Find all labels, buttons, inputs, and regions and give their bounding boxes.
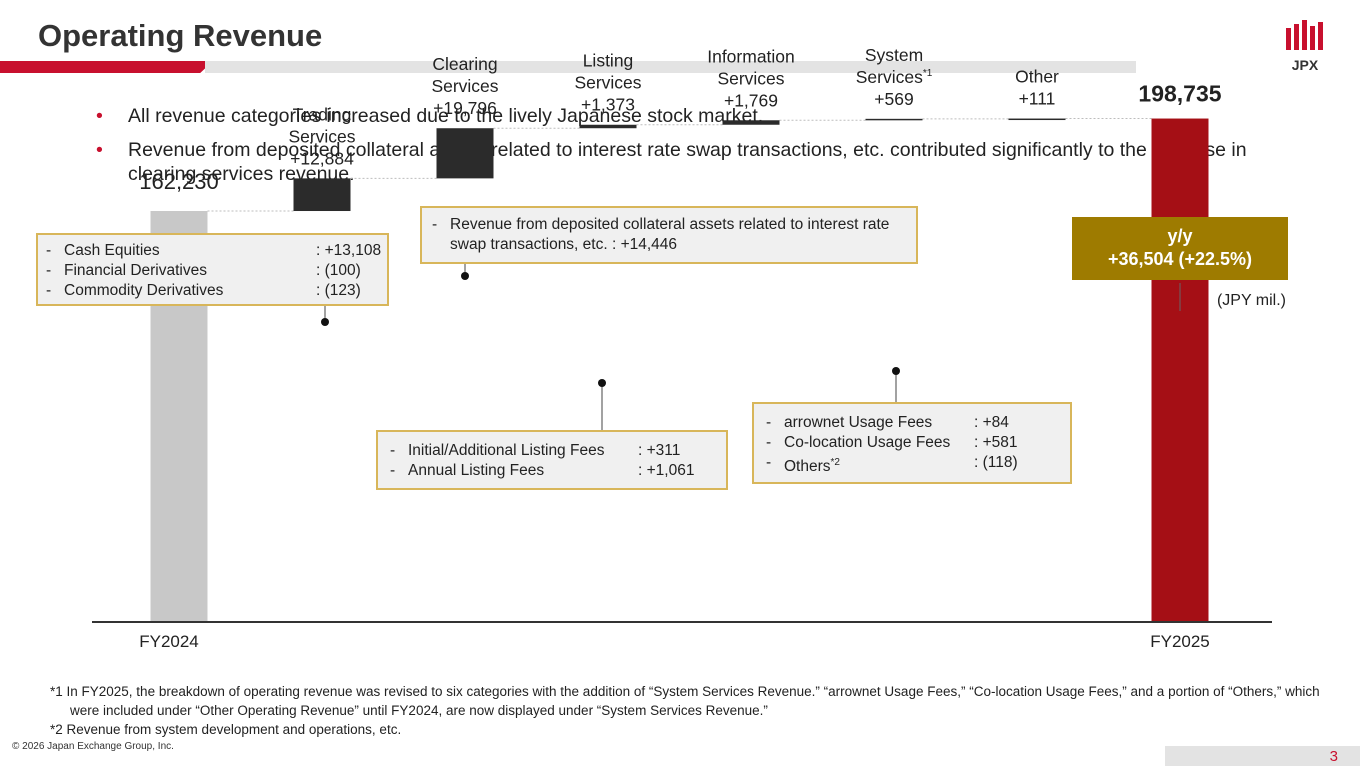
x-tick-label-fy2024: FY2024 (139, 632, 199, 651)
step-category-label: Trading (293, 104, 352, 124)
breakdown-label: Annual Listing Fees (408, 462, 545, 479)
breakdown-label: Others*2 (784, 453, 974, 477)
bar-step (865, 118, 923, 121)
callout-dot-icon (892, 367, 900, 375)
breakdown-label: Co-location Usage Fees (784, 434, 951, 451)
dash: - (46, 242, 52, 259)
breakdown-value: : (118) (974, 454, 1018, 471)
breakdown-label: Cash Equities (64, 242, 160, 259)
breakdown-value: : (100) (316, 262, 361, 279)
step-category-label: Clearing (432, 54, 497, 74)
dash: - (766, 414, 772, 431)
breakdown-label: Initial/Additional Listing Fees (408, 442, 605, 459)
jpx-logo-icon: JPX (1286, 20, 1323, 73)
bullet-text: All revenue categories increased due to … (128, 105, 764, 127)
breakdown-row: - Co-location Usage Fees : +581 (766, 433, 1070, 453)
breakdown-text: Revenue from deposited collateral assets… (450, 216, 890, 253)
bullet-dot-icon: • (96, 105, 103, 127)
breakdown-row: - Initial/Additional Listing Fees : +311 (390, 441, 726, 461)
clearing-breakdown-box: - Revenue from deposited collateral asset… (420, 206, 918, 264)
x-tick-label-fy2025: FY2025 (1150, 632, 1210, 651)
breakdown-row: - arrownet Usage Fees : +84 (766, 413, 1070, 433)
breakdown-label-text: Others (784, 458, 831, 476)
bar-step (436, 128, 494, 179)
footnotes: *1 In FY2025, the breakdown of operating… (50, 682, 1320, 739)
listing-breakdown-box: - Initial/Additional Listing Fees : +311 -… (376, 430, 728, 490)
step-value-label: +12,884 (290, 148, 354, 168)
copyright: © 2026 Japan Exchange Group, Inc. (12, 741, 174, 752)
breakdown-label: Commodity Derivatives (64, 282, 224, 299)
callout-dot-icon (321, 318, 329, 326)
title-accent-bar (0, 61, 213, 73)
page-number: 3 (1329, 748, 1338, 765)
bar-step (293, 178, 351, 212)
dash: - (46, 282, 52, 299)
breakdown-value: : +1,061 (638, 462, 695, 479)
value-label-fy2025: 198,735 (1138, 81, 1221, 107)
bar-step (1008, 118, 1066, 121)
step-value-label: +19,796 (433, 98, 497, 118)
logo-text: JPX (1292, 57, 1319, 73)
breakdown-value: : +581 (974, 434, 1018, 451)
breakdown-value: : +311 (638, 442, 681, 459)
breakdown-label: arrownet Usage Fees (784, 414, 933, 431)
dash: - (46, 262, 52, 279)
step-value-label: +1,769 (724, 90, 778, 110)
step-category-label: System (865, 45, 923, 65)
bar-step (579, 124, 637, 129)
step-value-label: +111 (1019, 89, 1056, 109)
dash: - (766, 454, 772, 471)
step-category-label: Services (431, 76, 498, 96)
breakdown-row: - Others*2: (118) (766, 453, 1070, 477)
yy-title: y/y (1167, 226, 1193, 246)
step-category-label: Information (707, 46, 795, 66)
waterfall-chart: 162,230TradingServices+12,884ClearingSer… (92, 45, 1286, 651)
breakdown-value: : (123) (316, 282, 361, 299)
dash: - (390, 442, 396, 459)
title-underline-bar (205, 61, 1136, 73)
breakdown-row: - Cash Equities : +13,108 (46, 241, 387, 261)
breakdown-value: : +84 (974, 414, 1009, 431)
breakdown-row: - Revenue from deposited collateral asset… (432, 215, 906, 255)
footnote-marker: *1 (923, 68, 933, 79)
step-category-label: Other (1015, 67, 1059, 87)
step-category-label: Services (574, 73, 641, 93)
unit-label: (JPY mil.) (1217, 292, 1286, 309)
bullet-list: • All revenue categories increased due to… (96, 104, 1276, 196)
yy-change-box: y/y +36,504 (+22.5%) (1072, 217, 1288, 280)
breakdown-row: - Commodity Derivatives : (123) (46, 281, 387, 301)
bullet-dot-icon: • (96, 139, 103, 161)
breakdown-label: Financial Derivatives (64, 262, 207, 279)
system-breakdown-box: - arrownet Usage Fees: +84 - Co-location U… (752, 402, 1072, 484)
step-value-label: +569 (874, 89, 913, 109)
step-category-label: Services*1 (856, 67, 933, 87)
callout-dot-icon (461, 272, 469, 280)
breakdown-row: - Financial Derivatives : (100) (46, 261, 387, 281)
yy-value: +36,504 (+22.5%) (1107, 249, 1253, 269)
dash: - (766, 434, 772, 451)
page-footer-bar (1165, 746, 1360, 766)
bullet-item: • All revenue categories increased due to… (96, 104, 1276, 128)
page-title: Operating Revenue (38, 18, 323, 53)
step-category-label: Services (288, 126, 355, 146)
step-value-label: +1,373 (581, 95, 635, 115)
step-category-label: Listing (583, 51, 634, 71)
footnote-1: *1 In FY2025, the breakdown of operating… (50, 684, 1320, 718)
callout-dot-icon (598, 379, 606, 387)
footnote-marker: *2 (830, 457, 840, 468)
footnote-2: *2 Revenue from system development and o… (50, 722, 402, 737)
trading-breakdown-box: - Cash Equities: +13,108 - Financial Deriv… (36, 233, 389, 306)
breakdown-value: : +13,108 (316, 242, 382, 259)
breakdown-row: - Annual Listing Fees : +1,061 (390, 461, 726, 481)
dash: - (390, 462, 396, 479)
value-label-fy2024: 162,230 (139, 169, 219, 194)
bar-step (722, 120, 780, 125)
dash: - (432, 216, 438, 233)
bar-fy2025 (1151, 118, 1209, 623)
step-category-label: Services (717, 68, 784, 88)
